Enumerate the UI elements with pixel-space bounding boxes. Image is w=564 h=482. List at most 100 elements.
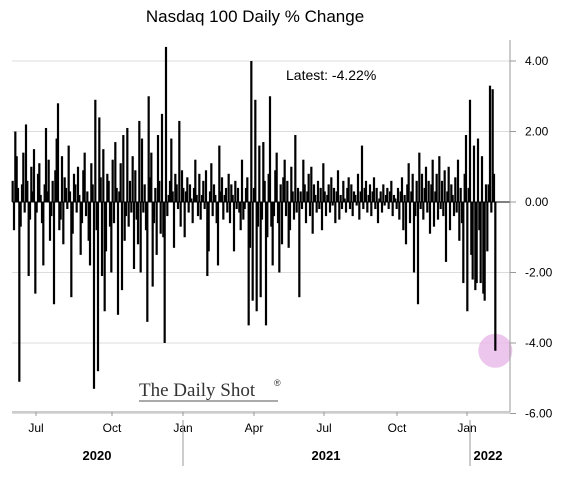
data-bar bbox=[484, 184, 488, 203]
data-bar bbox=[215, 202, 218, 224]
data-bar bbox=[148, 177, 152, 202]
data-bar bbox=[488, 85, 492, 202]
data-bar bbox=[210, 163, 213, 202]
data-bar bbox=[444, 202, 448, 262]
data-bar bbox=[482, 202, 485, 294]
data-bar bbox=[150, 152, 153, 202]
data-bar bbox=[290, 166, 293, 202]
data-bar bbox=[371, 191, 374, 202]
data-bar bbox=[142, 202, 145, 213]
data-bar bbox=[166, 202, 169, 217]
data-bar bbox=[372, 177, 376, 202]
data-bar bbox=[426, 202, 429, 213]
data-bar bbox=[16, 187, 20, 202]
data-bar bbox=[350, 184, 353, 203]
data-bar bbox=[179, 202, 182, 227]
data-bar bbox=[490, 202, 493, 213]
data-bar bbox=[20, 184, 24, 203]
data-bar bbox=[306, 191, 309, 202]
data-bar bbox=[396, 187, 400, 202]
chart-title: Nasdaq 100 Daily % Change bbox=[146, 7, 364, 26]
data-bar bbox=[358, 202, 361, 220]
data-bar bbox=[94, 99, 97, 202]
data-bar bbox=[263, 180, 266, 202]
data-bar bbox=[235, 202, 238, 210]
y-tick-label: 0.00 bbox=[525, 195, 549, 209]
data-bar bbox=[180, 170, 184, 202]
data-bar bbox=[158, 180, 161, 202]
data-bar bbox=[114, 142, 117, 202]
data-bar bbox=[334, 202, 337, 224]
data-bar bbox=[211, 202, 214, 217]
watermark-text: The Daily Shot bbox=[139, 380, 256, 401]
data-bar bbox=[279, 184, 282, 203]
x-tick-label: Oct bbox=[103, 421, 122, 435]
data-bar bbox=[479, 202, 482, 284]
data-bar bbox=[28, 202, 32, 220]
x-tick-label: Apr bbox=[245, 421, 264, 435]
data-bar bbox=[394, 198, 397, 202]
data-bar bbox=[128, 180, 132, 202]
data-bar bbox=[160, 113, 164, 203]
data-bar bbox=[46, 191, 49, 202]
data-bar bbox=[464, 135, 468, 202]
data-bar bbox=[190, 198, 193, 202]
data-bar bbox=[183, 202, 186, 238]
y-tick-label: 2.00 bbox=[525, 125, 549, 139]
data-bar bbox=[228, 202, 232, 224]
data-bar bbox=[328, 202, 332, 213]
data-bar bbox=[320, 202, 324, 231]
data-bar bbox=[126, 127, 129, 202]
data-bar bbox=[439, 202, 442, 210]
data-bar bbox=[387, 202, 390, 210]
data-bar bbox=[302, 159, 305, 202]
data-bar bbox=[456, 159, 460, 202]
data-bar bbox=[47, 159, 50, 202]
data-bar bbox=[480, 156, 484, 202]
data-bar bbox=[354, 194, 357, 202]
data-bar bbox=[155, 202, 158, 255]
data-bar bbox=[151, 202, 154, 287]
data-bar bbox=[82, 170, 85, 202]
data-bar bbox=[447, 166, 450, 202]
data-bar bbox=[492, 173, 496, 202]
data-bar bbox=[360, 145, 364, 202]
data-bar bbox=[11, 180, 14, 202]
data-bar bbox=[159, 202, 162, 234]
data-bar bbox=[280, 202, 284, 245]
data-bar bbox=[435, 173, 438, 202]
latest-highlight-marker bbox=[478, 333, 513, 368]
data-bar bbox=[43, 184, 46, 203]
data-bar bbox=[34, 202, 37, 294]
data-bar bbox=[327, 184, 330, 203]
data-bar bbox=[423, 187, 426, 202]
data-bar bbox=[340, 202, 344, 210]
data-bar bbox=[331, 202, 334, 206]
data-bar bbox=[451, 194, 454, 202]
data-bar bbox=[230, 184, 233, 203]
data-bar bbox=[178, 120, 181, 202]
data-bar bbox=[362, 202, 365, 210]
data-bar bbox=[246, 177, 249, 202]
data-bar bbox=[472, 145, 476, 202]
data-bar bbox=[74, 184, 77, 203]
data-bar bbox=[300, 202, 304, 210]
data-bar bbox=[243, 202, 246, 210]
data-bar bbox=[54, 170, 57, 202]
data-bar bbox=[66, 202, 69, 210]
data-bar bbox=[483, 202, 486, 301]
data-bar bbox=[227, 173, 230, 202]
data-bar bbox=[144, 202, 148, 231]
data-bar bbox=[288, 202, 292, 231]
data-bar bbox=[198, 173, 201, 202]
data-bar bbox=[106, 173, 109, 202]
data-bar bbox=[346, 187, 349, 202]
data-bar bbox=[92, 202, 96, 389]
data-bar bbox=[355, 202, 358, 206]
data-bar bbox=[311, 202, 314, 234]
data-bar bbox=[186, 177, 189, 202]
data-bar bbox=[118, 191, 121, 202]
data-bar bbox=[83, 152, 86, 202]
data-bar bbox=[238, 202, 241, 213]
data-bar bbox=[64, 187, 68, 202]
